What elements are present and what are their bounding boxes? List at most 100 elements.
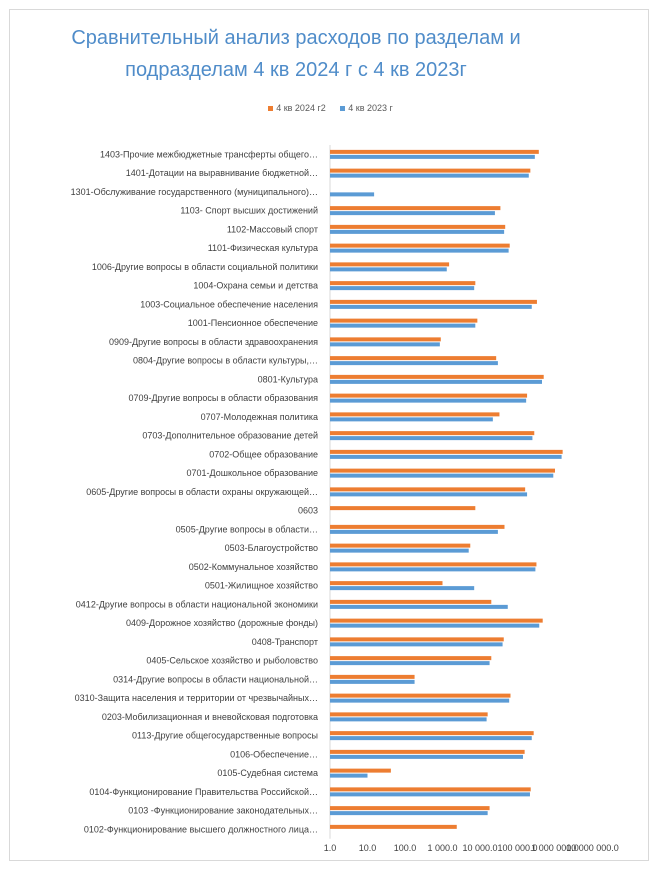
bar-2024 (330, 431, 535, 436)
category-label: 0314-Другие вопросы в области национальн… (113, 674, 318, 684)
bar-2024 (330, 731, 534, 736)
bar-2023 (330, 773, 368, 778)
category-label: 0702-Общее образование (209, 449, 318, 459)
legend-item-2024: 4 кв 2024 г2 (268, 103, 326, 113)
bar-2024 (330, 243, 510, 248)
category-label: 0603 (298, 506, 318, 516)
legend-label-2024: 4 кв 2024 г2 (276, 103, 326, 113)
legend-swatch-2024 (268, 106, 274, 112)
bar-2023 (330, 717, 487, 722)
category-label: 0409-Дорожное хозяйство (дорожные фонды) (126, 618, 318, 628)
bar-2023 (330, 492, 528, 497)
legend-label-2023: 4 кв 2023 г (348, 103, 393, 113)
bar-2024 (330, 468, 555, 473)
bar-2024 (330, 318, 478, 323)
legend-item-2023: 4 кв 2023 г (340, 103, 393, 113)
bar-2023 (330, 698, 510, 703)
bar-2023 (330, 379, 542, 384)
bar-2023 (330, 267, 447, 272)
category-label: 0502-Коммунальное хозяйство (189, 562, 318, 572)
category-label: 0405-Сельское хозяйство и рыболовство (146, 656, 318, 666)
chart-title-line-2: подразделам 4 кв 2024 г с 4 кв 2023г (125, 59, 467, 81)
bar-2023 (330, 811, 488, 816)
bar-2023 (330, 323, 476, 328)
bar-2023 (330, 211, 495, 216)
bar-2023 (330, 342, 440, 347)
bar-2024 (330, 393, 528, 398)
bar-2024 (330, 206, 501, 211)
category-label: 1401-Дотации на выравнивание бюджетной… (126, 168, 318, 178)
bar-2024 (330, 674, 415, 679)
x-tick-label: 1 000 000.0 (531, 843, 579, 853)
chart-title: Сравнительный анализ расходов по раздела… (0, 22, 592, 86)
bar-2023 (330, 567, 536, 572)
bar-2023 (330, 361, 498, 366)
category-label: 0106-Обеспечение… (230, 749, 318, 759)
x-tick-label: 10 000 000.0 (566, 843, 619, 853)
category-label: 0709-Другие вопросы в области образовани… (129, 393, 319, 403)
category-label: 1102-Массовый спорт (227, 224, 318, 234)
bar-2024 (330, 618, 543, 623)
category-label: 0105-Судебная система (217, 768, 318, 778)
category-label: 0701-Дошкольное образование (187, 468, 319, 478)
bar-2024 (330, 524, 505, 529)
bar-2024 (330, 281, 476, 286)
bar-2024 (330, 224, 506, 229)
bar-2024 (330, 356, 497, 361)
bar-2024 (330, 543, 471, 548)
category-label: 0104-Функционирование Правительства Росс… (89, 787, 318, 797)
category-label: 0801-Культура (258, 374, 318, 384)
category-label: 1001-Пенсионное обеспечение (188, 318, 318, 328)
x-tick-label: 10.0 (359, 843, 377, 853)
bar-2023 (330, 548, 469, 553)
category-label: 0804-Другие вопросы в области культуры,… (133, 356, 318, 366)
bar-2023 (330, 529, 498, 534)
legend: 4 кв 2024 г2 4 кв 2023 г (0, 103, 661, 113)
x-tick-label: 100.0 (394, 843, 417, 853)
chart-frame (9, 9, 649, 861)
bar-2023 (330, 304, 532, 309)
bar-2023 (330, 792, 530, 797)
legend-swatch-2023 (340, 106, 346, 112)
chart-title-line-1: Сравнительный анализ расходов по раздела… (71, 27, 521, 49)
bar-2024 (330, 787, 531, 792)
category-label: 0501-Жилищное хозяйство (205, 581, 318, 591)
bar-2023 (330, 604, 508, 609)
bar-2024 (330, 149, 539, 154)
bar-2024 (330, 562, 537, 567)
bar-2024 (330, 806, 490, 811)
category-label: 0102-Функционирование высшего должностно… (84, 824, 318, 834)
category-label: 1004-Охрана семьи и детства (193, 281, 318, 291)
bar-2024 (330, 337, 441, 342)
x-tick-label: 10 000.0 (462, 843, 497, 853)
bar-2023 (330, 454, 562, 459)
x-tick-label: 100 000.0 (497, 843, 537, 853)
category-label: 1301-Обслуживание государственного (муни… (71, 187, 318, 197)
x-tick-label: 1 000.0 (427, 843, 457, 853)
bar-2023 (330, 286, 475, 291)
bar-2024 (330, 449, 563, 454)
bar-2024 (330, 168, 531, 173)
category-label: 0113-Другие общегосударственные вопросы (132, 731, 318, 741)
bar-2023 (330, 192, 375, 197)
bar-2023 (330, 417, 493, 422)
bar-2023 (330, 623, 540, 628)
bar-2024 (330, 712, 488, 717)
category-label: 0103 -Функционирование законодательных… (128, 806, 318, 816)
bar-2023 (330, 398, 527, 403)
bar-2024 (330, 506, 476, 511)
category-label: 0408-Транспорт (252, 637, 318, 647)
category-label: 0412-Другие вопросы в области национальн… (76, 599, 318, 609)
bar-2023 (330, 642, 503, 647)
bar-2023 (330, 154, 535, 159)
bar-2023 (330, 661, 490, 666)
bar-2023 (330, 679, 415, 684)
category-label: 0203-Мобилизационная и вневойсковая подг… (102, 712, 318, 722)
bar-2024 (330, 693, 511, 698)
category-label: 0505-Другие вопросы в области… (176, 524, 318, 534)
category-label: 1403-Прочие межбюджетные трансферты обще… (100, 149, 318, 159)
bar-2023 (330, 754, 523, 759)
bar-2024 (330, 374, 544, 379)
bar-2023 (330, 586, 475, 591)
